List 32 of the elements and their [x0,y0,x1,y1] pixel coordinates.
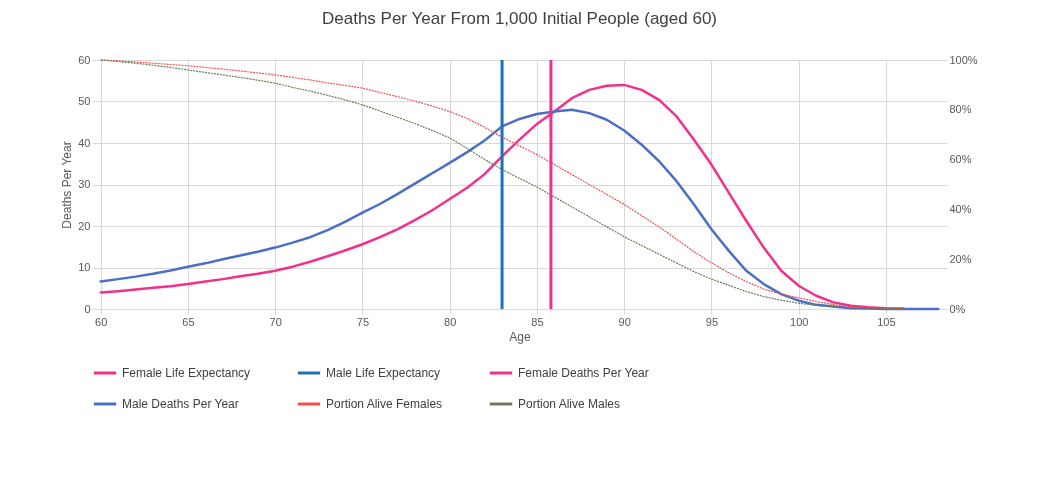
legend-label: Female Deaths Per Year [518,366,649,380]
legend-label: Portion Alive Females [326,397,443,411]
y-tick-label: 30 [78,178,91,190]
y-tick-label: 50 [78,95,91,107]
x-tick-label: 80 [444,315,457,328]
y2-tick-label: 40% [949,202,972,215]
x-tick-label: 70 [269,315,282,328]
y2-tick-label: 100% [949,53,978,66]
x-tick-label: 100 [790,315,809,328]
y2-tick-label: 20% [949,252,972,265]
x-tick-label: 85 [531,315,544,328]
y-tick-label: 20 [78,219,91,232]
legend-label: Portion Alive Males [518,397,621,411]
x-tick-label: 90 [618,315,631,328]
legend-label: Male Life Expectancy [326,366,441,380]
y-tick-label: 0 [84,302,91,315]
x-tick-label: 60 [95,315,108,328]
y2-tick-label: 60% [949,153,972,166]
y2-tick-label: 80% [949,103,972,116]
x-tick-label: 75 [356,315,370,328]
x-tick-label: 95 [705,315,719,328]
x-axis-title: Age [509,329,531,344]
legend-label: Female Life Expectancy [122,366,251,380]
y-tick-label: 10 [78,261,91,273]
x-tick-label: 105 [877,315,896,328]
y2-tick-label: 0% [949,302,966,315]
y-tick-label: 60 [78,53,91,66]
chart-title: Deaths Per Year From 1,000 Initial People (aged 60) [321,9,718,28]
y-axis-title: Deaths Per Year [60,141,75,229]
x-tick-label: 65 [182,315,195,328]
y-tick-label: 40 [78,136,91,149]
legend-label: Male Deaths Per Year [122,397,239,411]
